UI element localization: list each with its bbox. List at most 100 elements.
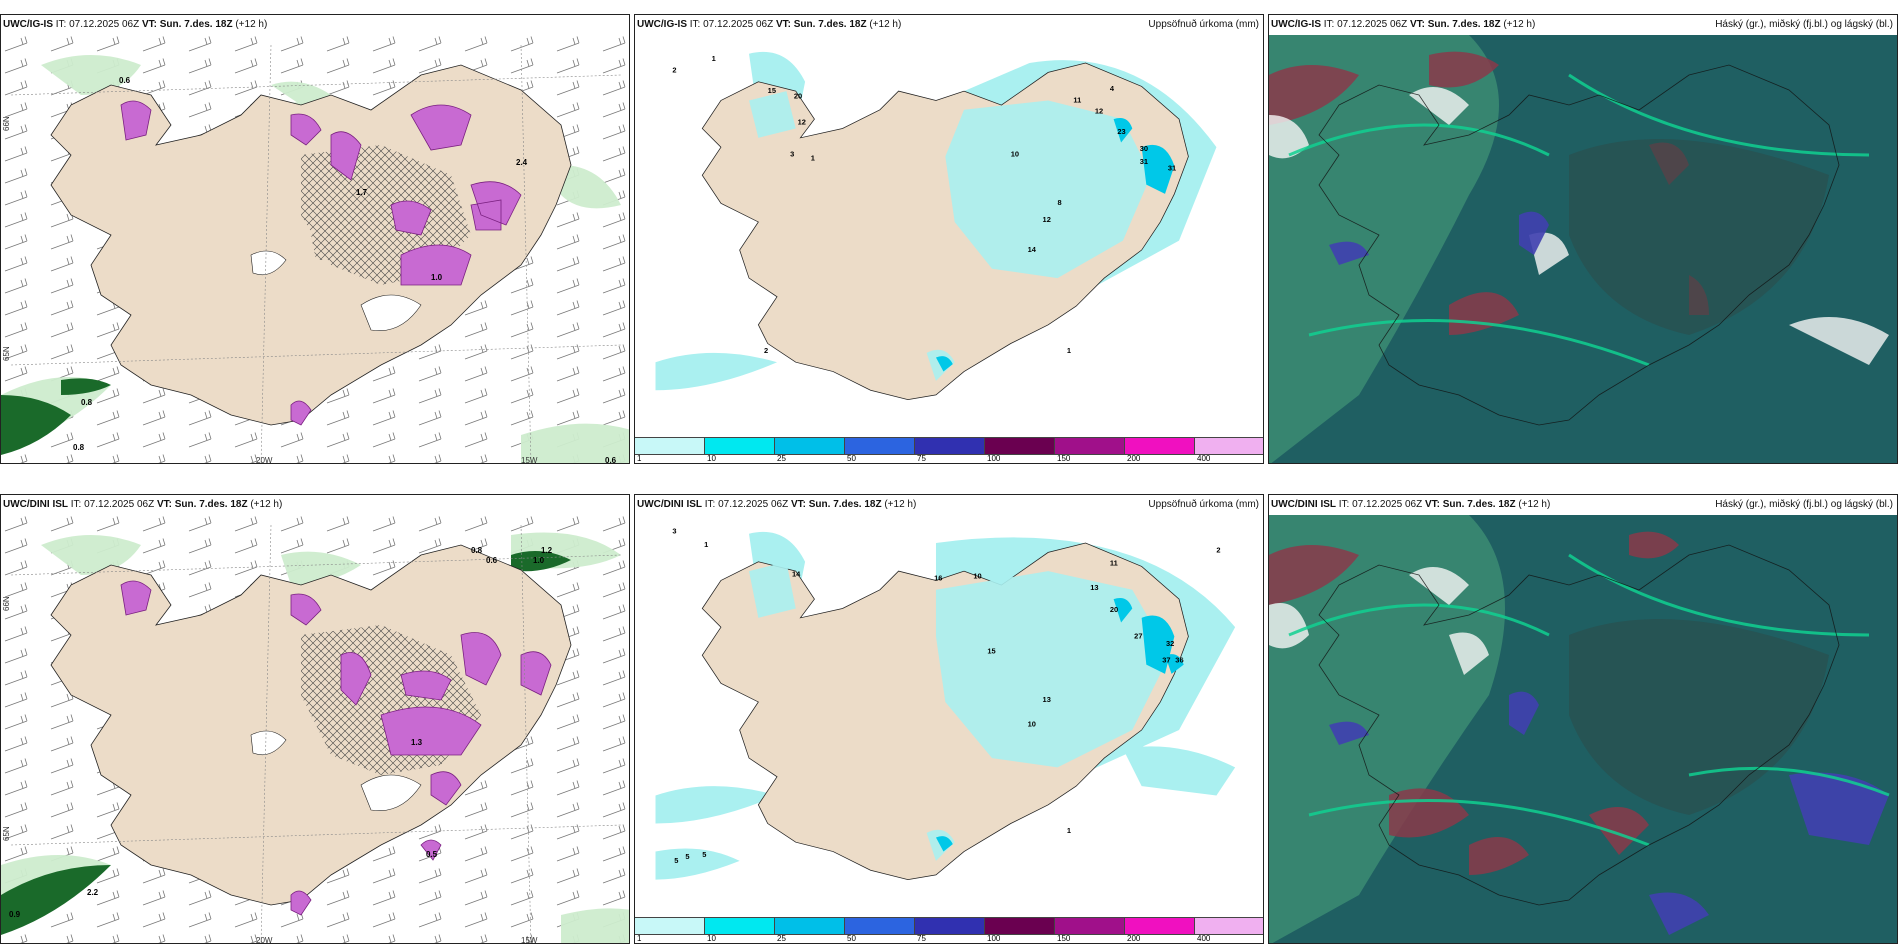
- panel-header: UWC/IG-IS IT: 07.12.2025 06Z VT: Sun. 7.…: [3, 19, 625, 35]
- wind-precip-map: 0.8 0.6 1.2 1.0 2.2 0.9 0.5 1.3 20W 15W …: [1, 515, 629, 944]
- value-label: 1.0: [533, 556, 545, 565]
- colorbar-swatch: [635, 437, 705, 455]
- value-label: 1: [704, 540, 708, 549]
- lat-label: 65N: [2, 826, 11, 841]
- grid-lines: [10, 524, 622, 943]
- value-label: 10: [1028, 719, 1036, 728]
- colorbar: 1 10 25 50 75 100 150 200 400: [635, 435, 1263, 463]
- vt-value: Sun. 7.des. 18Z: [808, 499, 882, 510]
- colorbar-tick: 10: [707, 934, 716, 943]
- panel-top-left: UWC/IG-IS IT: 07.12.2025 06Z VT: Sun. 7.…: [0, 14, 630, 464]
- value-label: 11: [1110, 558, 1118, 567]
- it-label: IT:: [689, 19, 701, 30]
- value-label: 16: [934, 573, 942, 582]
- panel-title: Háský (gr.), miðský (fj.bl.) og lágský (…: [1715, 499, 1893, 510]
- value-label: 1.0: [431, 273, 443, 282]
- panel-top-right: UWC/IG-IS IT: 07.12.2025 06Z VT: Sun. 7.…: [1268, 14, 1898, 464]
- colorbar-tick: 75: [917, 454, 926, 463]
- panel-header: UWC/IG-IS IT: 07.12.2025 06Z VT: Sun. 7.…: [637, 19, 1259, 35]
- value-label: 13: [1043, 695, 1051, 704]
- colorbar-swatch: [985, 917, 1055, 935]
- value-label: 1.3: [411, 738, 423, 747]
- model-name: UWC/DINI ISL: [637, 499, 702, 510]
- value-label: 31: [1140, 157, 1148, 166]
- colorbar-swatch: [705, 917, 775, 935]
- it-label: IT:: [704, 499, 716, 510]
- it-value: 07.12.2025 06Z: [1352, 499, 1423, 510]
- colorbar-swatch: [915, 437, 985, 455]
- colorbar-swatch: [775, 917, 845, 935]
- colorbar-swatch: [845, 437, 915, 455]
- colorbar-tick: 200: [1127, 454, 1141, 463]
- lat-label: 65N: [2, 346, 11, 361]
- panel-bottom-right: UWC/DINI ISL IT: 07.12.2025 06Z VT: Sun.…: [1268, 494, 1898, 944]
- value-label: 36: [1175, 656, 1183, 665]
- value-label: 10: [1011, 150, 1019, 159]
- cyan-precip-land: [749, 561, 1170, 861]
- cloud-cover-map: [1269, 35, 1897, 463]
- value-label: 12: [798, 118, 806, 127]
- colorbar-swatch: [1055, 917, 1125, 935]
- value-label: 0.6: [119, 76, 131, 85]
- lead-time: (+12 h): [250, 499, 283, 510]
- it-value: 07.12.2025 06Z: [1337, 19, 1408, 30]
- model-name: UWC/IG-IS: [3, 19, 53, 30]
- value-label: 3: [790, 150, 794, 159]
- panel-title: Uppsöfnuð úrkoma (mm): [1148, 499, 1259, 510]
- value-label: 0.8: [471, 546, 483, 555]
- it-label: IT:: [55, 19, 67, 30]
- iceland-outline: [1318, 64, 1840, 426]
- it-label: IT:: [70, 499, 82, 510]
- colorbar-tick: 50: [847, 454, 856, 463]
- lon-label: 15W: [521, 936, 538, 944]
- colorbar-tick: 50: [847, 934, 856, 943]
- lon-label: 20W: [256, 456, 273, 464]
- it-label: IT:: [1323, 19, 1335, 30]
- value-label: 8: [1058, 198, 1062, 207]
- colorbar-swatch: [1195, 917, 1263, 935]
- cloud-cover-map: [1269, 515, 1897, 943]
- value-label: 14: [1028, 245, 1037, 254]
- value-label: 12: [1095, 107, 1103, 116]
- colorbar-tick: 10: [707, 454, 716, 463]
- iceland-land: [50, 64, 572, 426]
- pink-precip-areas: [120, 100, 522, 426]
- colorbar-swatch: [1195, 437, 1263, 455]
- model-name: UWC/IG-IS: [1271, 19, 1321, 30]
- value-label: 0.9: [9, 910, 21, 919]
- vt-value: Sun. 7.des. 18Z: [793, 19, 867, 30]
- glacier-white: [250, 250, 422, 332]
- value-label: 15: [768, 86, 776, 95]
- vt-value: Sun. 7.des. 18Z: [174, 499, 248, 510]
- panel-bottom-left: UWC/DINI ISL IT: 07.12.2025 06Z VT: Sun.…: [0, 494, 630, 944]
- model-name: UWC/DINI ISL: [1271, 499, 1336, 510]
- value-label: 1.2: [541, 546, 553, 555]
- colorbar-swatch: [1055, 437, 1125, 455]
- it-value: 07.12.2025 06Z: [703, 19, 774, 30]
- value-label: 20: [794, 92, 802, 101]
- colorbar-tick: 25: [777, 454, 786, 463]
- colorbar-tick: 1: [637, 934, 642, 943]
- colorbar-tick: 400: [1197, 454, 1211, 463]
- vt-value: Sun. 7.des. 18Z: [159, 19, 233, 30]
- lat-label: 66N: [2, 596, 11, 611]
- panel-header: UWC/IG-IS IT: 07.12.2025 06Z VT: Sun. 7.…: [1271, 19, 1893, 35]
- precip-accum-map: 3 1 14 16 10 11 13 20 27 32 37 36 15 13 …: [655, 515, 1245, 891]
- value-label: 0.8: [81, 398, 93, 407]
- colorbar-swatch: [915, 917, 985, 935]
- glacier-white: [250, 730, 422, 812]
- colorbar-swatch: [635, 917, 705, 935]
- value-label: 2: [1216, 545, 1220, 554]
- value-label: 20: [1110, 605, 1118, 614]
- iceland-outline: [1318, 544, 1840, 906]
- panel-top-middle: UWC/IG-IS IT: 07.12.2025 06Z VT: Sun. 7.…: [634, 14, 1264, 464]
- value-label: 1: [811, 153, 815, 162]
- colorbar-tick: 150: [1057, 934, 1071, 943]
- lon-label: 15W: [521, 456, 538, 464]
- cyan-precip-land: [749, 91, 1151, 381]
- lead-time: (+12 h): [884, 499, 917, 510]
- it-value: 07.12.2025 06Z: [718, 499, 789, 510]
- panel-header: UWC/DINI ISL IT: 07.12.2025 06Z VT: Sun.…: [3, 499, 625, 515]
- pink-precip-areas: [120, 580, 552, 916]
- panel-bottom-middle: UWC/DINI ISL IT: 07.12.2025 06Z VT: Sun.…: [634, 494, 1264, 944]
